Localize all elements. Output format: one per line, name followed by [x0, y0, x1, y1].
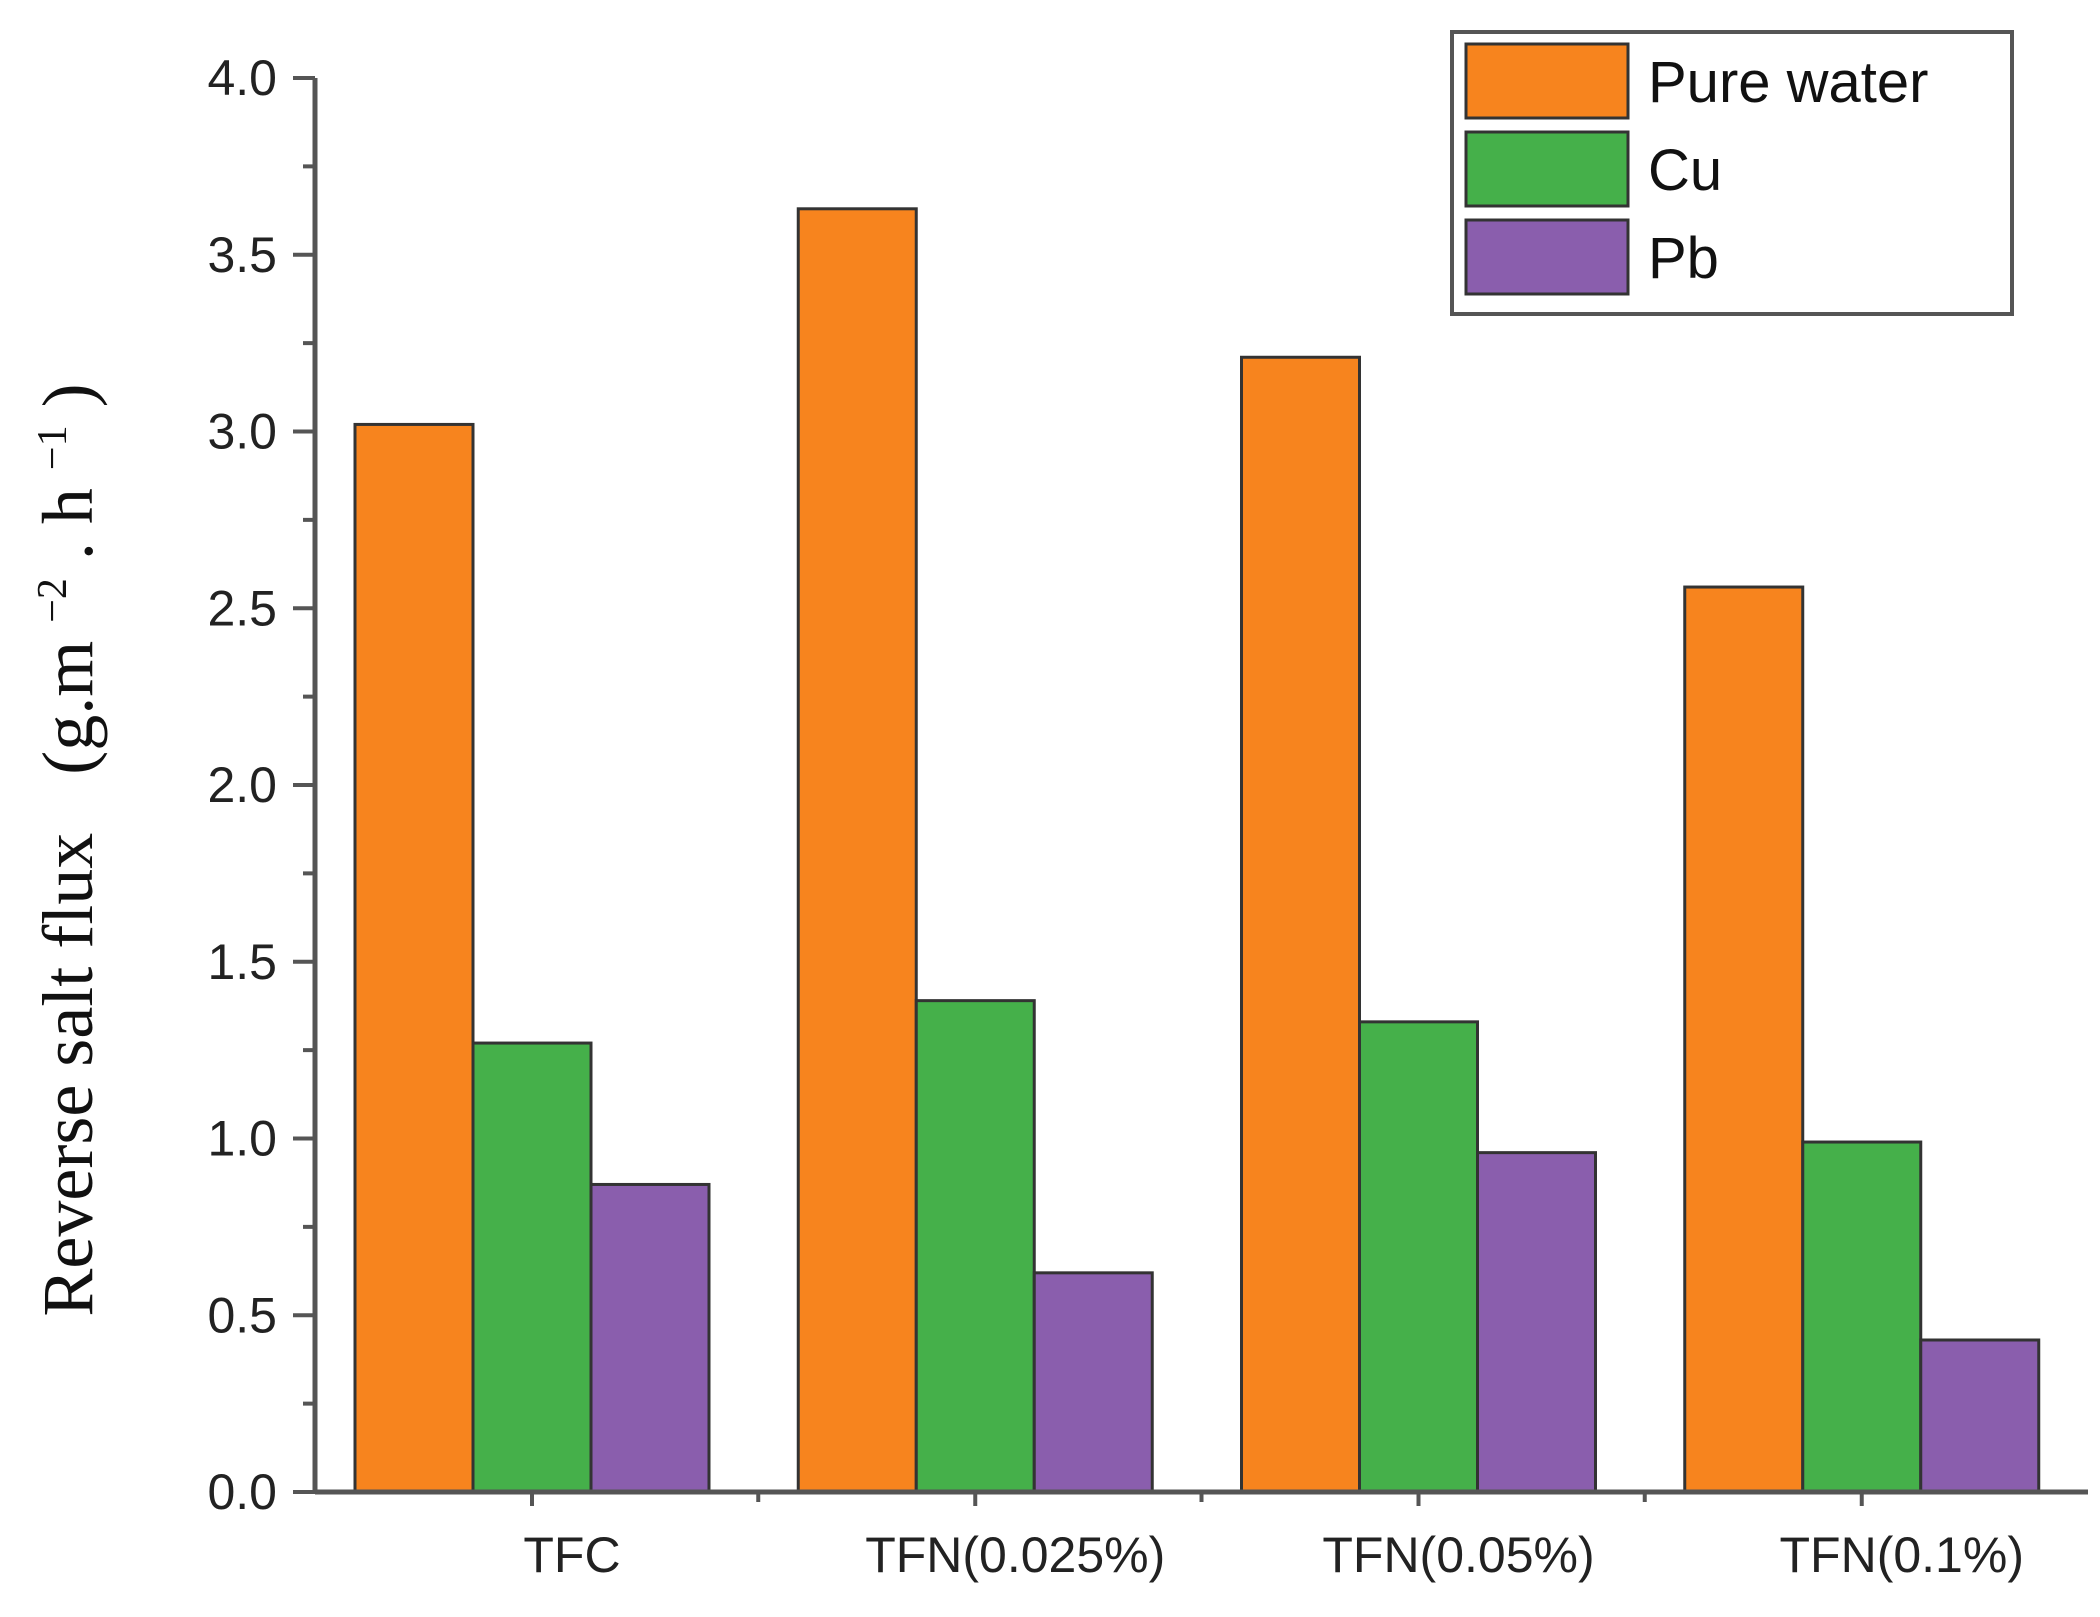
y-tick-label: 1.0	[207, 1111, 277, 1167]
bar-pb	[1032, 1271, 1154, 1494]
y-tick-label: 2.5	[207, 580, 277, 636]
y-tick-label: 0.0	[207, 1464, 277, 1520]
y-tick-label: 4.0	[207, 50, 277, 106]
bar-pb	[1919, 1338, 2041, 1494]
legend-label: Pb	[1648, 226, 1719, 291]
legend-label: Pure water	[1648, 50, 1928, 115]
bar-cu	[471, 1041, 593, 1494]
y-axis-title-text: Reverse salt flux	[28, 833, 108, 1317]
y-ticks: 0.0 0.5 1.0 1.5 2.0 2.5 3.0 3.5 4.0	[207, 50, 315, 1520]
bar-pb	[1476, 1151, 1597, 1494]
y-tick-label: 1.5	[207, 934, 277, 990]
x-tick-label: TFN(0.1%)	[1780, 1527, 2024, 1583]
y-axis-units-mid: . h	[28, 488, 108, 560]
y-axis-title: Reverse salt flux (g.m −2 . h −1 )	[2, 383, 108, 1316]
bar-pure-water	[796, 207, 918, 1494]
y-tick-label: 3.0	[207, 404, 277, 460]
x-tick-label: TFN(0.025%)	[865, 1527, 1165, 1583]
legend: Pure water Cu Pb	[1450, 30, 2014, 316]
bar-cu	[1358, 1020, 1479, 1494]
bar-pure-water	[353, 422, 475, 1494]
y-axis-units-exp-2: −1	[30, 425, 76, 470]
legend-swatch	[1464, 218, 1630, 296]
y-axis-units-open: (g.m	[28, 641, 108, 775]
legend-swatch	[1464, 130, 1630, 208]
bar-cu	[1801, 1140, 1923, 1494]
legend-label: Cu	[1648, 138, 1722, 203]
y-axis-units-close: )	[28, 383, 108, 407]
y-tick-label: 2.0	[207, 757, 277, 813]
y-tick-label: 3.5	[207, 227, 277, 283]
bar-pure-water	[1240, 355, 1361, 1494]
bar-pure-water	[1683, 585, 1805, 1494]
legend-swatch	[1464, 42, 1630, 120]
x-tick-label: TFN(0.05%)	[1322, 1527, 1594, 1583]
y-tick-label: 0.5	[207, 1287, 277, 1343]
x-ticks: TFC TFN(0.025%) TFN(0.05%) TFN(0.1%)	[523, 1492, 2024, 1583]
y-axis-units-exp-1: −2	[30, 578, 76, 623]
bar-pb	[589, 1182, 711, 1494]
bar-cu	[914, 999, 1036, 1494]
x-tick-label: TFC	[523, 1527, 620, 1583]
bars-layer	[353, 207, 2041, 1494]
